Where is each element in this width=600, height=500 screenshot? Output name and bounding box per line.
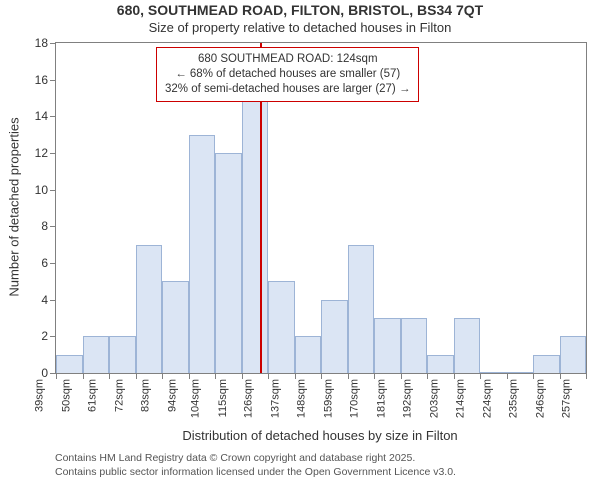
- x-tick-label: 137sqm: [269, 379, 281, 418]
- x-tick-label: 39sqm: [33, 379, 45, 412]
- x-tick-label: 181sqm: [375, 379, 387, 418]
- chart-title: 680, SOUTHMEAD ROAD, FILTON, BRISTOL, BS…: [0, 2, 600, 18]
- y-tick-label: 4: [41, 293, 56, 307]
- y-tick-label: 2: [41, 329, 56, 343]
- x-axis-label: Distribution of detached houses by size …: [182, 428, 457, 443]
- x-tick-label: 224sqm: [481, 379, 493, 418]
- histogram-bar: [268, 281, 295, 373]
- legend-line: 680 SOUTHMEAD ROAD: 124sqm: [165, 52, 410, 67]
- x-tick: [586, 373, 587, 379]
- x-tick-label: 115sqm: [216, 379, 228, 417]
- histogram-bar: [162, 281, 189, 373]
- x-tick-label: 257sqm: [560, 379, 572, 418]
- histogram-bar: [454, 318, 481, 373]
- y-tick-label: 14: [35, 109, 56, 123]
- histogram-bar: [507, 372, 534, 373]
- x-tick-label: 235sqm: [507, 379, 519, 418]
- histogram-bar: [136, 245, 163, 373]
- x-tick-label: 83sqm: [139, 379, 151, 412]
- x-tick-label: 126sqm: [242, 379, 254, 418]
- legend-line: ← 68% of detached houses are smaller (57…: [165, 67, 410, 82]
- y-tick-label: 10: [35, 183, 56, 197]
- x-tick-label: 72sqm: [113, 379, 125, 412]
- x-tick-label: 192sqm: [401, 379, 413, 418]
- histogram-bar: [83, 336, 110, 373]
- x-tick-label: 159sqm: [322, 379, 334, 418]
- histogram-bar: [533, 355, 560, 373]
- histogram-bar: [242, 98, 269, 373]
- histogram-bar: [348, 245, 375, 373]
- x-tick: [83, 373, 84, 379]
- histogram-bar: [401, 318, 428, 373]
- y-tick-label: 16: [35, 73, 56, 87]
- x-tick-label: 50sqm: [60, 379, 72, 412]
- x-tick: [136, 373, 137, 379]
- y-tick-label: 18: [35, 36, 56, 50]
- plot-area: 02468101214161839sqm50sqm61sqm72sqm83sqm…: [55, 42, 587, 374]
- x-tick-label: 94sqm: [166, 379, 178, 412]
- x-tick-label: 104sqm: [189, 379, 201, 418]
- x-tick-label: 170sqm: [348, 379, 360, 418]
- histogram-bar: [189, 135, 216, 373]
- x-tick-label: 246sqm: [534, 379, 546, 418]
- legend-box: 680 SOUTHMEAD ROAD: 124sqm← 68% of detac…: [156, 47, 419, 102]
- histogram-bar: [109, 336, 136, 373]
- histogram-bar: [295, 336, 322, 373]
- histogram-bar: [560, 336, 587, 373]
- chart-subtitle: Size of property relative to detached ho…: [0, 20, 600, 35]
- y-tick-label: 0: [41, 366, 56, 380]
- x-tick-label: 61sqm: [86, 379, 98, 412]
- legend-line: 32% of semi-detached houses are larger (…: [165, 82, 410, 97]
- y-tick-label: 8: [41, 219, 56, 233]
- chart-container: 680, SOUTHMEAD ROAD, FILTON, BRISTOL, BS…: [0, 0, 600, 500]
- histogram-bar: [374, 318, 401, 373]
- histogram-bar: [480, 372, 507, 373]
- histogram-bar: [56, 355, 83, 373]
- x-tick: [56, 373, 57, 379]
- histogram-bar: [215, 153, 242, 373]
- copyright-text: Contains HM Land Registry data © Crown c…: [55, 452, 456, 479]
- histogram-bar: [427, 355, 454, 373]
- x-tick: [162, 373, 163, 379]
- y-axis-label: Number of detached properties: [7, 117, 22, 296]
- x-tick-label: 148sqm: [295, 379, 307, 418]
- x-tick-label: 214sqm: [454, 379, 466, 418]
- copyright-line-2: Contains public sector information licen…: [55, 466, 456, 480]
- copyright-line-1: Contains HM Land Registry data © Crown c…: [55, 452, 456, 466]
- histogram-bar: [321, 300, 348, 373]
- y-tick-label: 12: [35, 146, 56, 160]
- x-tick: [109, 373, 110, 379]
- x-tick-label: 203sqm: [428, 379, 440, 418]
- y-tick-label: 6: [41, 256, 56, 270]
